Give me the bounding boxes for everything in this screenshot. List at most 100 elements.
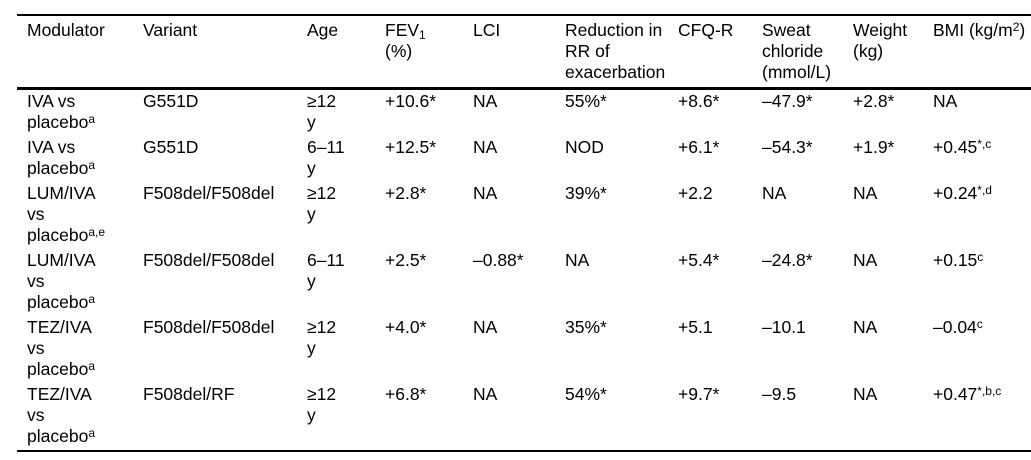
text-segment: ) bbox=[1019, 20, 1026, 40]
cell-line: NA bbox=[853, 317, 923, 338]
table-row: IVA vs placeboa G551D 6–11 y +12.5* NA NOD +6.1*… bbox=[17, 136, 1031, 182]
cell-line: LUM/IVA bbox=[27, 250, 133, 271]
superscript-marker: *,c bbox=[977, 136, 992, 151]
cell-line: +0.15c bbox=[933, 250, 1031, 271]
text-segment: +0.47 bbox=[933, 384, 978, 404]
cell-lci: NA bbox=[463, 316, 555, 383]
cell-line: Variant bbox=[143, 20, 297, 41]
text-segment: +9.7* bbox=[678, 384, 720, 404]
text-segment: F508del/F508del bbox=[143, 183, 275, 203]
text-segment: LCI bbox=[473, 20, 501, 40]
text-segment: –54.3* bbox=[762, 137, 813, 157]
text-segment: 54%* bbox=[565, 384, 607, 404]
cell-line: exacerbation bbox=[565, 62, 668, 83]
cell-line: –10.1 bbox=[762, 317, 843, 338]
cell-rr-reduction: NA bbox=[555, 249, 668, 316]
text-segment: +6.1* bbox=[678, 137, 720, 157]
text-segment: placebo bbox=[27, 292, 89, 312]
text-segment: NA bbox=[473, 317, 498, 337]
cell-weight: NA bbox=[843, 383, 923, 451]
text-segment: 39%* bbox=[565, 183, 607, 203]
cell-line: 6–11 bbox=[307, 250, 375, 271]
superscript-marker: a bbox=[88, 358, 95, 373]
text-segment: +2.5* bbox=[385, 250, 427, 270]
text-segment: –24.8* bbox=[762, 250, 813, 270]
text-segment: 35%* bbox=[565, 317, 607, 337]
text-segment: –47.9* bbox=[762, 91, 813, 111]
cell-cfqr: +2.2 bbox=[668, 182, 752, 249]
cell-line: +2.8* bbox=[853, 91, 923, 112]
cell-lci: NA bbox=[463, 89, 555, 137]
cell-sweat-chloride: –47.9* bbox=[752, 89, 843, 137]
cell-bmi: –0.04c bbox=[923, 316, 1031, 383]
text-segment: vs bbox=[27, 338, 45, 358]
cell-weight: +2.8* bbox=[843, 89, 923, 137]
text-segment: 6–11 bbox=[307, 137, 345, 157]
cell-age: 6–11 y bbox=[297, 249, 375, 316]
superscript-marker: *,d bbox=[977, 182, 992, 197]
superscript-marker: *,b,c bbox=[977, 383, 1002, 398]
subscript-marker: 1 bbox=[419, 28, 426, 43]
text-segment: vs bbox=[27, 405, 45, 425]
text-segment: +6.8* bbox=[385, 384, 427, 404]
cell-line: NA bbox=[933, 91, 1031, 112]
cell-line: +5.1 bbox=[678, 317, 752, 338]
text-segment: ≥12 bbox=[307, 183, 337, 203]
cell-age: ≥12 y bbox=[297, 89, 375, 137]
cell-line: Sweat bbox=[762, 20, 843, 41]
text-segment: NA bbox=[473, 137, 498, 157]
cell-line: Weight bbox=[853, 20, 923, 41]
text-segment: –9.5 bbox=[762, 384, 797, 404]
cell-line: FEV1 bbox=[385, 20, 463, 41]
cell-line: NA bbox=[473, 384, 555, 405]
text-segment: +5.1 bbox=[678, 317, 713, 337]
cell-line: +0.47*,b,c bbox=[933, 384, 1031, 405]
text-segment: placebo bbox=[27, 426, 89, 446]
table-row: LUM/IVA vs placeboa F508del/F508del 6–11 y +2.… bbox=[17, 249, 1031, 316]
text-segment: +5.4* bbox=[678, 250, 720, 270]
text-segment: +10.6* bbox=[385, 91, 437, 111]
cell-line: Modulator bbox=[27, 20, 133, 41]
text-segment: ≥12 bbox=[307, 317, 337, 337]
cell-fev1: +4.0* bbox=[375, 316, 463, 383]
cell-age: ≥12 y bbox=[297, 316, 375, 383]
cell-weight: +1.9* bbox=[843, 136, 923, 182]
text-segment: IVA vs bbox=[27, 91, 76, 111]
text-segment: FEV bbox=[385, 20, 420, 40]
cell-rr-reduction: 39%* bbox=[555, 182, 668, 249]
text-segment: F508del/F508del bbox=[143, 250, 275, 270]
cell-cfqr: +8.6* bbox=[668, 89, 752, 137]
cell-line: +10.6* bbox=[385, 91, 463, 112]
cell-line: NA bbox=[473, 317, 555, 338]
text-segment: Modulator bbox=[27, 20, 105, 40]
text-segment: vs bbox=[27, 204, 45, 224]
text-segment: y bbox=[307, 204, 316, 224]
cell-cfqr: +6.1* bbox=[668, 136, 752, 182]
cell-line: Reduction in bbox=[565, 20, 668, 41]
cell-bmi: +0.15c bbox=[923, 249, 1031, 316]
cell-line: Age bbox=[307, 20, 375, 41]
text-segment: +0.15 bbox=[933, 250, 978, 270]
text-segment: NA bbox=[473, 91, 498, 111]
cell-line: F508del/F508del bbox=[143, 250, 297, 271]
cell-line: TEZ/IVA bbox=[27, 384, 133, 405]
cell-line: 55%* bbox=[565, 91, 668, 112]
cell-line: –9.5 bbox=[762, 384, 843, 405]
text-segment: NA bbox=[762, 183, 787, 203]
cell-line: –54.3* bbox=[762, 137, 843, 158]
text-segment: y bbox=[307, 112, 316, 132]
text-segment: placebo bbox=[27, 158, 89, 178]
superscript-marker: a bbox=[88, 111, 95, 126]
cell-cfqr: +9.7* bbox=[668, 383, 752, 451]
cell-rr-reduction: NOD bbox=[555, 136, 668, 182]
text-segment: Sweat bbox=[762, 20, 811, 40]
text-segment: RR of bbox=[565, 41, 610, 61]
cell-modulator: LUM/IVA vs placeboa bbox=[17, 249, 133, 316]
text-segment: LUM/IVA bbox=[27, 183, 96, 203]
text-segment: Variant bbox=[143, 20, 198, 40]
cell-rr-reduction: 54%* bbox=[555, 383, 668, 451]
cell-variant: G551D bbox=[133, 89, 297, 137]
cell-line: –47.9* bbox=[762, 91, 843, 112]
cell-bmi: NA bbox=[923, 89, 1031, 137]
text-segment: G551D bbox=[143, 91, 199, 111]
